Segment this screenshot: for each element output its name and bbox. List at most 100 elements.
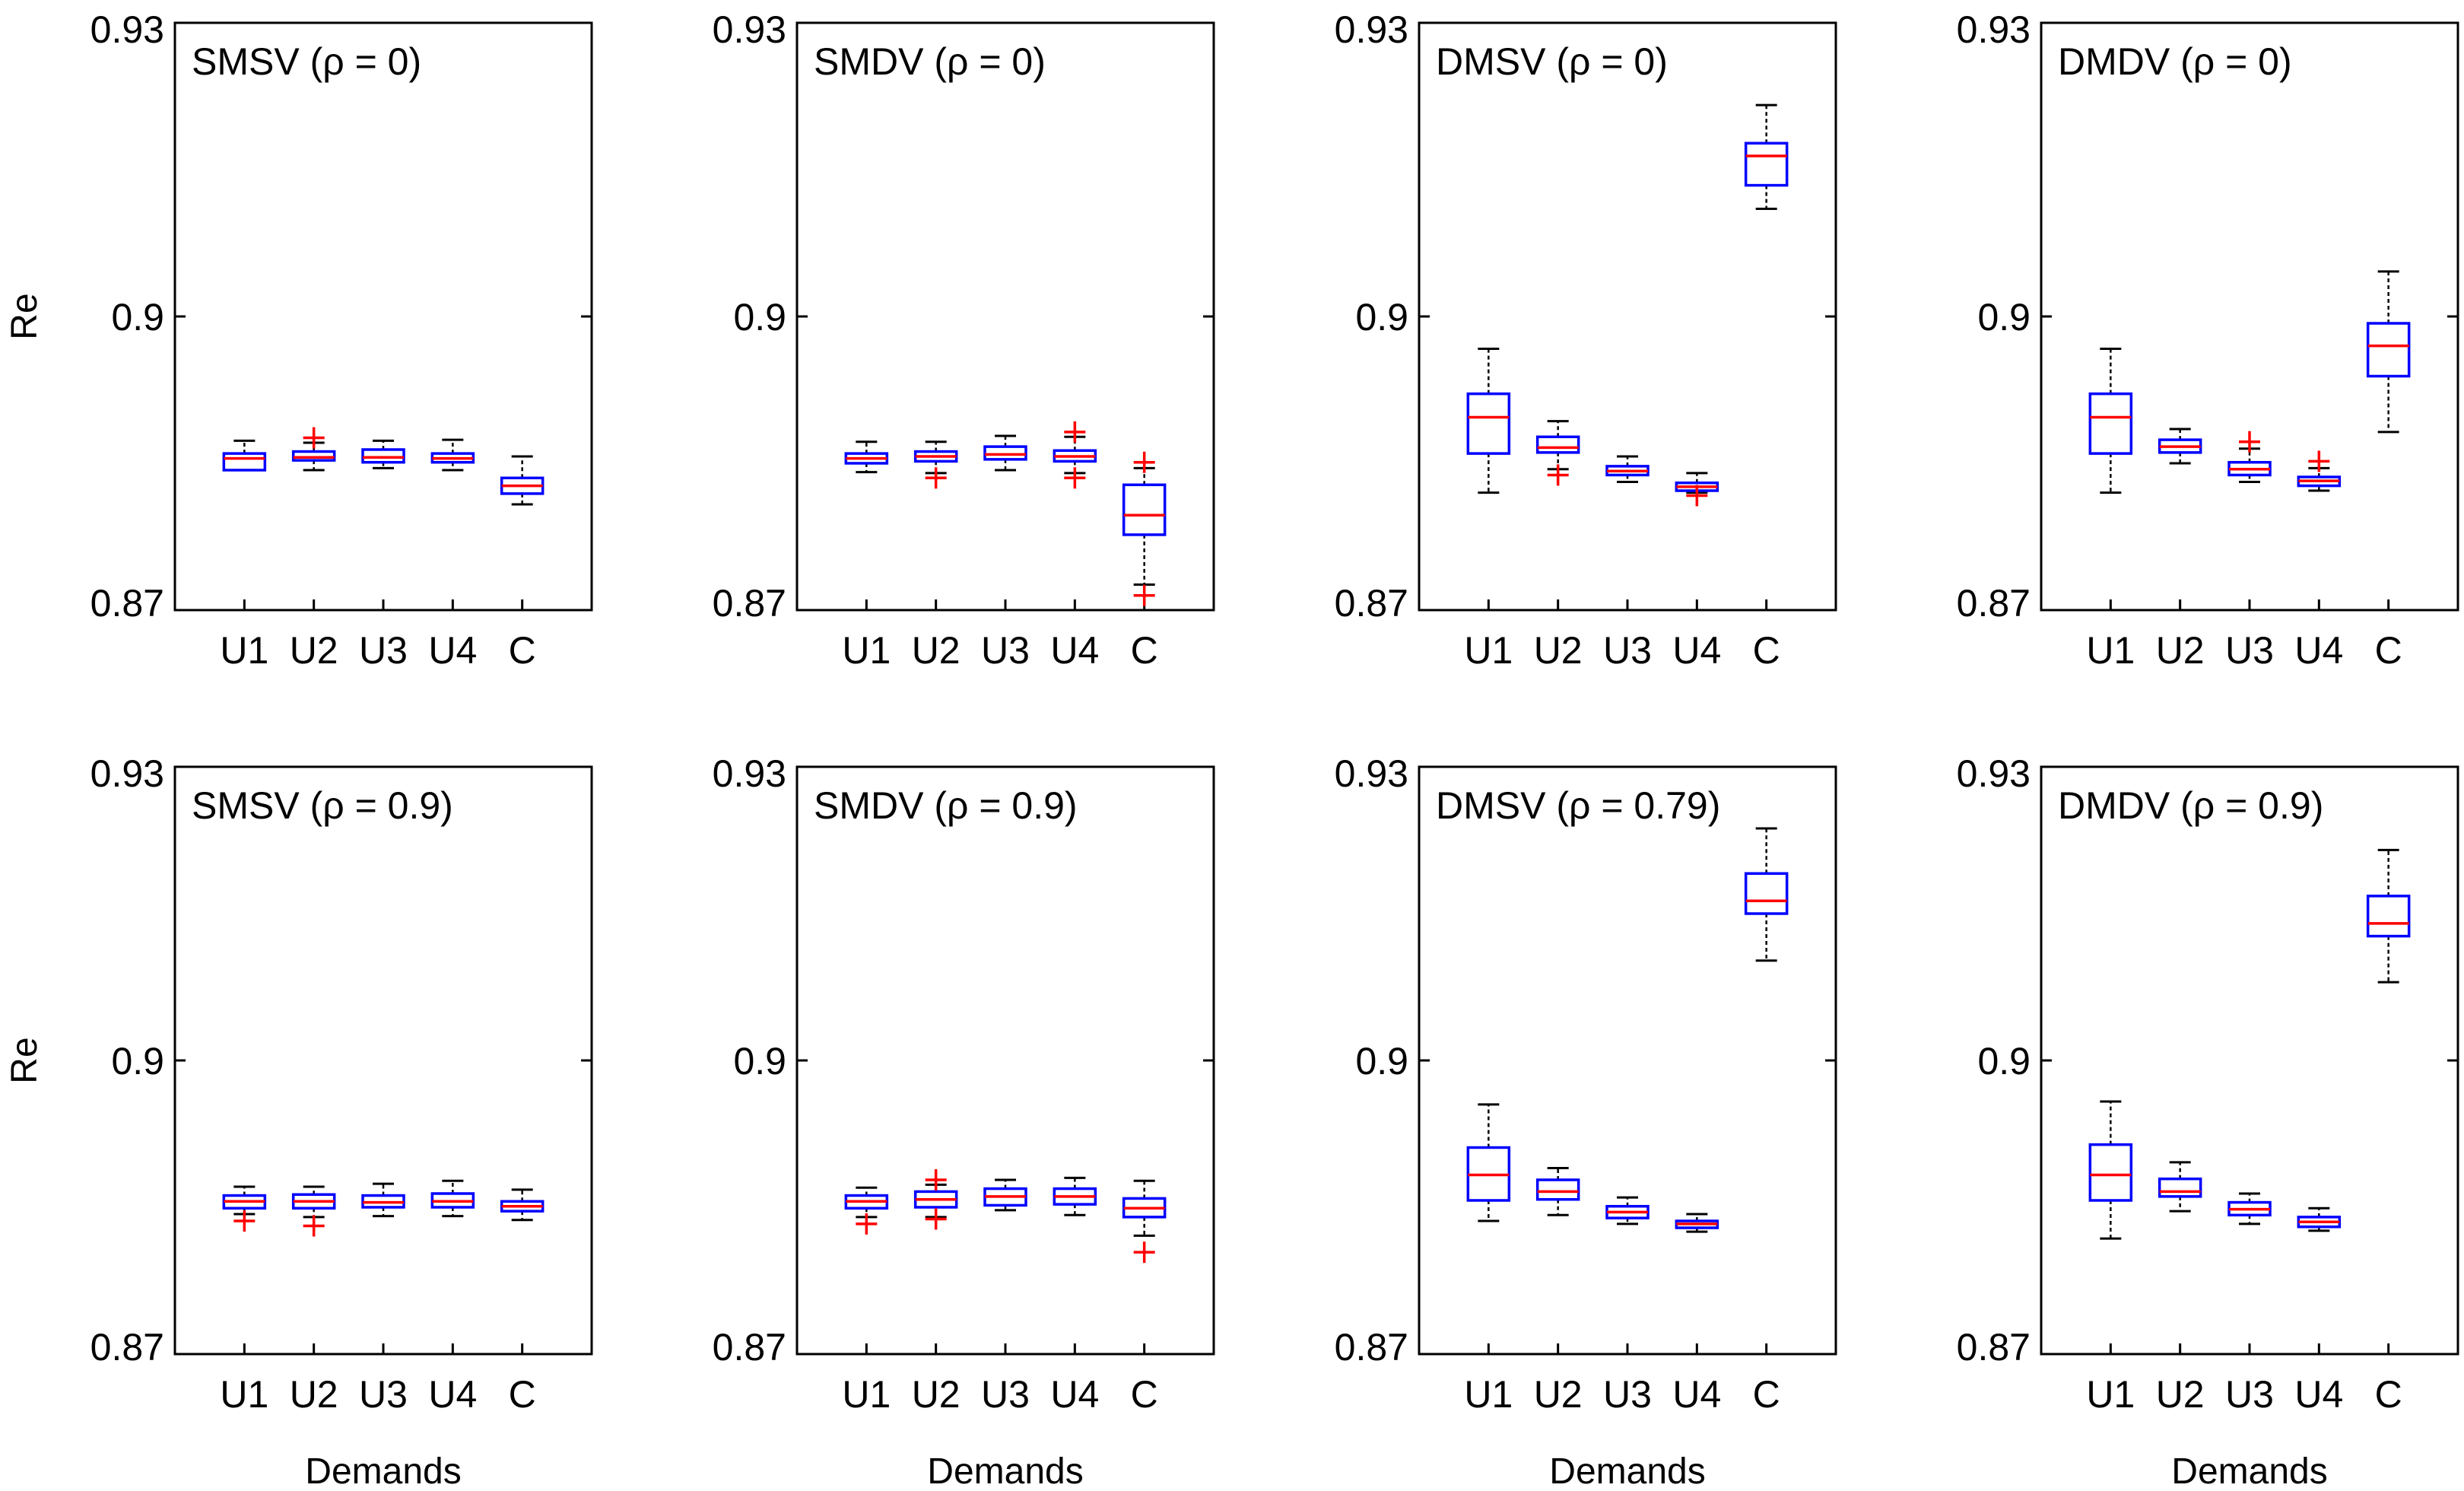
box-C bbox=[500, 1188, 545, 1222]
x-tick-label: U3 bbox=[2225, 629, 2274, 672]
x-tick-label: U1 bbox=[220, 629, 268, 672]
outlier-marker bbox=[925, 1208, 947, 1230]
y-tick-label: 0.93 bbox=[713, 8, 786, 51]
box-U2 bbox=[913, 440, 958, 489]
x-tick-label: U2 bbox=[1534, 1373, 1583, 1416]
plot-frame bbox=[2040, 21, 2459, 612]
outlier-marker bbox=[2308, 450, 2330, 472]
x-tick-label: U2 bbox=[290, 1373, 338, 1416]
iqr-box bbox=[2366, 322, 2411, 378]
plot-frame bbox=[1418, 765, 1837, 1356]
x-tick-label: U4 bbox=[1050, 1373, 1099, 1416]
x-tick-label: U4 bbox=[2294, 1373, 2343, 1416]
box-U1 bbox=[1466, 347, 1511, 494]
box-U3 bbox=[1605, 455, 1650, 483]
iqr-box bbox=[222, 452, 267, 472]
outlier-marker bbox=[1133, 584, 1155, 606]
box-U2 bbox=[2158, 1161, 2202, 1213]
x-tick-label: C bbox=[1131, 629, 1158, 672]
x-tick-label: U1 bbox=[2086, 629, 2135, 672]
y-tick-label: 0.93 bbox=[90, 8, 164, 51]
panel-3: 0.87 0.9 0.93 U1 U2 U3 U4 C DMSV (ρ = 0) bbox=[1335, 8, 1837, 672]
plot-frame bbox=[795, 21, 1215, 612]
box-U4 bbox=[1053, 1176, 1097, 1216]
x-tick-label: U3 bbox=[359, 1373, 408, 1416]
iqr-box bbox=[1744, 141, 1789, 187]
y-tick-label: 0.9 bbox=[1355, 296, 1408, 339]
x-tick-label: U3 bbox=[1603, 1373, 1652, 1416]
x-tick-label: U4 bbox=[1672, 629, 1721, 672]
panel-title: SMSV (ρ = 0) bbox=[192, 40, 421, 83]
panel-6: 0.87 0.9 0.93 U1 U2 U3 U4 C SMDV (ρ = 0.9) Demand… bbox=[713, 752, 1215, 1491]
y-tick-label: 0.93 bbox=[1335, 752, 1408, 795]
box-U3 bbox=[2227, 431, 2272, 483]
outlier-marker bbox=[1133, 1241, 1155, 1264]
x-tick-label: U1 bbox=[842, 629, 891, 672]
x-tick-label: U2 bbox=[1534, 629, 1583, 672]
panel-2: 0.87 0.9 0.93 U1 U2 U3 U4 C SMDV (ρ = 0) bbox=[713, 8, 1215, 672]
iqr-box bbox=[983, 445, 1027, 461]
box-U2 bbox=[913, 1168, 958, 1230]
box-C bbox=[1122, 1179, 1167, 1264]
box-U3 bbox=[2227, 1192, 2272, 1226]
box-C bbox=[2366, 848, 2411, 984]
x-tick-label: U4 bbox=[428, 629, 477, 672]
x-tick-label: U1 bbox=[1464, 1373, 1513, 1416]
y-tick-label: 0.87 bbox=[1957, 1326, 2031, 1369]
iqr-box bbox=[2088, 1143, 2133, 1202]
y-tick-label: 0.93 bbox=[1957, 752, 2031, 795]
panel-title: DMDV (ρ = 0.9) bbox=[2058, 784, 2323, 827]
box-U3 bbox=[983, 1178, 1027, 1212]
y-tick-label: 0.93 bbox=[1957, 8, 2031, 51]
plot-frame bbox=[173, 21, 593, 612]
x-tick-label: U4 bbox=[428, 1373, 477, 1416]
y-tick-label: 0.9 bbox=[1355, 1040, 1408, 1082]
y-tick-label: 0.87 bbox=[713, 1326, 786, 1369]
box-U3 bbox=[361, 1182, 405, 1218]
x-tick-label: U3 bbox=[359, 629, 408, 672]
x-tick-label: U2 bbox=[290, 629, 338, 672]
panel-1: 0.87 0.9 0.93 U1 U2 U3 U4 C SMSV (ρ = 0) Re bbox=[5, 8, 593, 672]
plot-frame bbox=[1418, 21, 1837, 612]
panel-title: SMSV (ρ = 0.9) bbox=[192, 784, 453, 827]
y-axis-title: Re bbox=[5, 1037, 45, 1083]
x-tick-label: U3 bbox=[2225, 1373, 2274, 1416]
outlier-marker bbox=[1064, 467, 1086, 489]
x-tick-label: U3 bbox=[981, 629, 1030, 672]
iqr-box bbox=[291, 450, 336, 462]
x-tick-label: U4 bbox=[1050, 629, 1099, 672]
box-U4 bbox=[1053, 421, 1097, 489]
y-tick-label: 0.87 bbox=[1957, 582, 2031, 625]
y-axis-title: Re bbox=[5, 293, 45, 339]
box-U2 bbox=[2158, 428, 2202, 465]
box-U1 bbox=[844, 1186, 889, 1235]
box-C bbox=[1744, 103, 1789, 210]
box-U1 bbox=[1466, 1103, 1511, 1222]
panel-title: DMDV (ρ = 0) bbox=[2058, 40, 2292, 83]
x-tick-label: U4 bbox=[1672, 1373, 1721, 1416]
panel-title: SMDV (ρ = 0) bbox=[814, 40, 1046, 83]
outlier-marker bbox=[1547, 464, 1569, 486]
panel-title: DMSV (ρ = 0.79) bbox=[1436, 784, 1720, 827]
outlier-marker bbox=[1686, 485, 1708, 507]
y-tick-label: 0.87 bbox=[90, 582, 164, 625]
x-tick-label: C bbox=[2375, 1373, 2402, 1416]
x-tick-label: U2 bbox=[912, 1373, 961, 1416]
box-U3 bbox=[361, 439, 405, 469]
outlier-marker bbox=[303, 1215, 325, 1237]
iqr-box bbox=[2366, 895, 2411, 938]
y-tick-label: 0.87 bbox=[90, 1326, 164, 1369]
x-tick-label: C bbox=[509, 1373, 536, 1416]
outlier-marker bbox=[1064, 421, 1086, 443]
outlier-marker bbox=[925, 467, 947, 489]
x-tick-label: U2 bbox=[2156, 1373, 2205, 1416]
box-U2 bbox=[291, 1185, 336, 1237]
box-U1 bbox=[844, 440, 889, 474]
panel-4: 0.87 0.9 0.93 U1 U2 U3 U4 C DMDV (ρ = 0) bbox=[1957, 8, 2459, 672]
x-tick-label: C bbox=[2375, 629, 2402, 672]
plot-frame bbox=[2040, 765, 2459, 1356]
y-tick-label: 0.9 bbox=[1977, 1040, 2031, 1082]
panel-title: SMDV (ρ = 0.9) bbox=[814, 784, 1078, 827]
x-tick-label: U1 bbox=[842, 1373, 891, 1416]
outlier-marker bbox=[303, 427, 325, 449]
